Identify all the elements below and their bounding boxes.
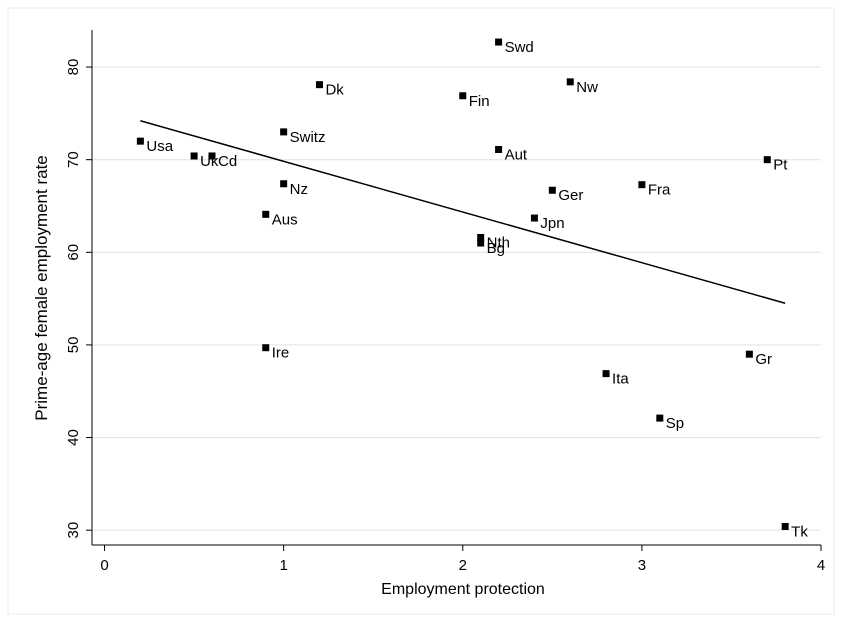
x-tick-label: 1 [279, 557, 287, 574]
point-label: Nz [290, 181, 308, 198]
point-label: Usa [146, 138, 173, 155]
point [495, 145, 503, 153]
point-label: Cd [218, 153, 237, 170]
point-label: Bg [487, 240, 505, 257]
point-label: Fra [648, 182, 671, 199]
point [208, 152, 216, 160]
point-label: Aus [272, 211, 298, 228]
point [638, 181, 646, 189]
point-label: Ire [272, 345, 290, 362]
point-label: Swd [505, 39, 534, 56]
point [781, 522, 789, 530]
point [190, 152, 198, 160]
x-tick-label: 4 [817, 557, 825, 574]
point [280, 180, 288, 188]
point-label: Nw [576, 79, 598, 96]
point [459, 92, 467, 100]
point-label: Aut [505, 146, 528, 163]
x-axis-title: Employment protection [381, 581, 545, 598]
point-label: Jpn [540, 215, 564, 232]
y-tick-label: 50 [65, 337, 82, 354]
point [602, 370, 610, 378]
point [745, 350, 753, 358]
y-tick-label: 60 [65, 244, 82, 261]
point [477, 239, 485, 247]
point-label: Gr [755, 351, 772, 368]
point [136, 137, 144, 145]
y-tick-label: 70 [65, 151, 82, 168]
point [280, 128, 288, 136]
point [262, 344, 270, 352]
point [530, 214, 538, 222]
x-tick-label: 0 [100, 557, 108, 574]
point [495, 38, 503, 46]
y-tick-label: 30 [65, 522, 82, 539]
point [548, 186, 556, 194]
point-label: Switz [290, 129, 326, 146]
point [763, 156, 771, 164]
x-tick-label: 2 [459, 557, 467, 574]
point-label: Tk [791, 523, 808, 540]
point-label: Ger [558, 187, 583, 204]
fit-line [140, 120, 786, 304]
point-label: Pt [773, 157, 788, 174]
point [656, 414, 664, 422]
frame [7, 7, 835, 615]
point-label: Ita [612, 371, 629, 388]
point [477, 233, 485, 241]
point [566, 78, 574, 86]
y-tick-label: 80 [65, 59, 82, 76]
point [262, 210, 270, 218]
x-tick-label: 3 [638, 557, 646, 574]
point-label: Sp [666, 415, 684, 432]
point-label: Nth [487, 234, 510, 251]
point [315, 81, 323, 89]
y-tick-label: 40 [65, 429, 82, 446]
y-axis-title: Prime-age female employment rate [32, 155, 51, 421]
point-label: Dk [325, 82, 344, 99]
point-label: Fin [469, 93, 490, 110]
